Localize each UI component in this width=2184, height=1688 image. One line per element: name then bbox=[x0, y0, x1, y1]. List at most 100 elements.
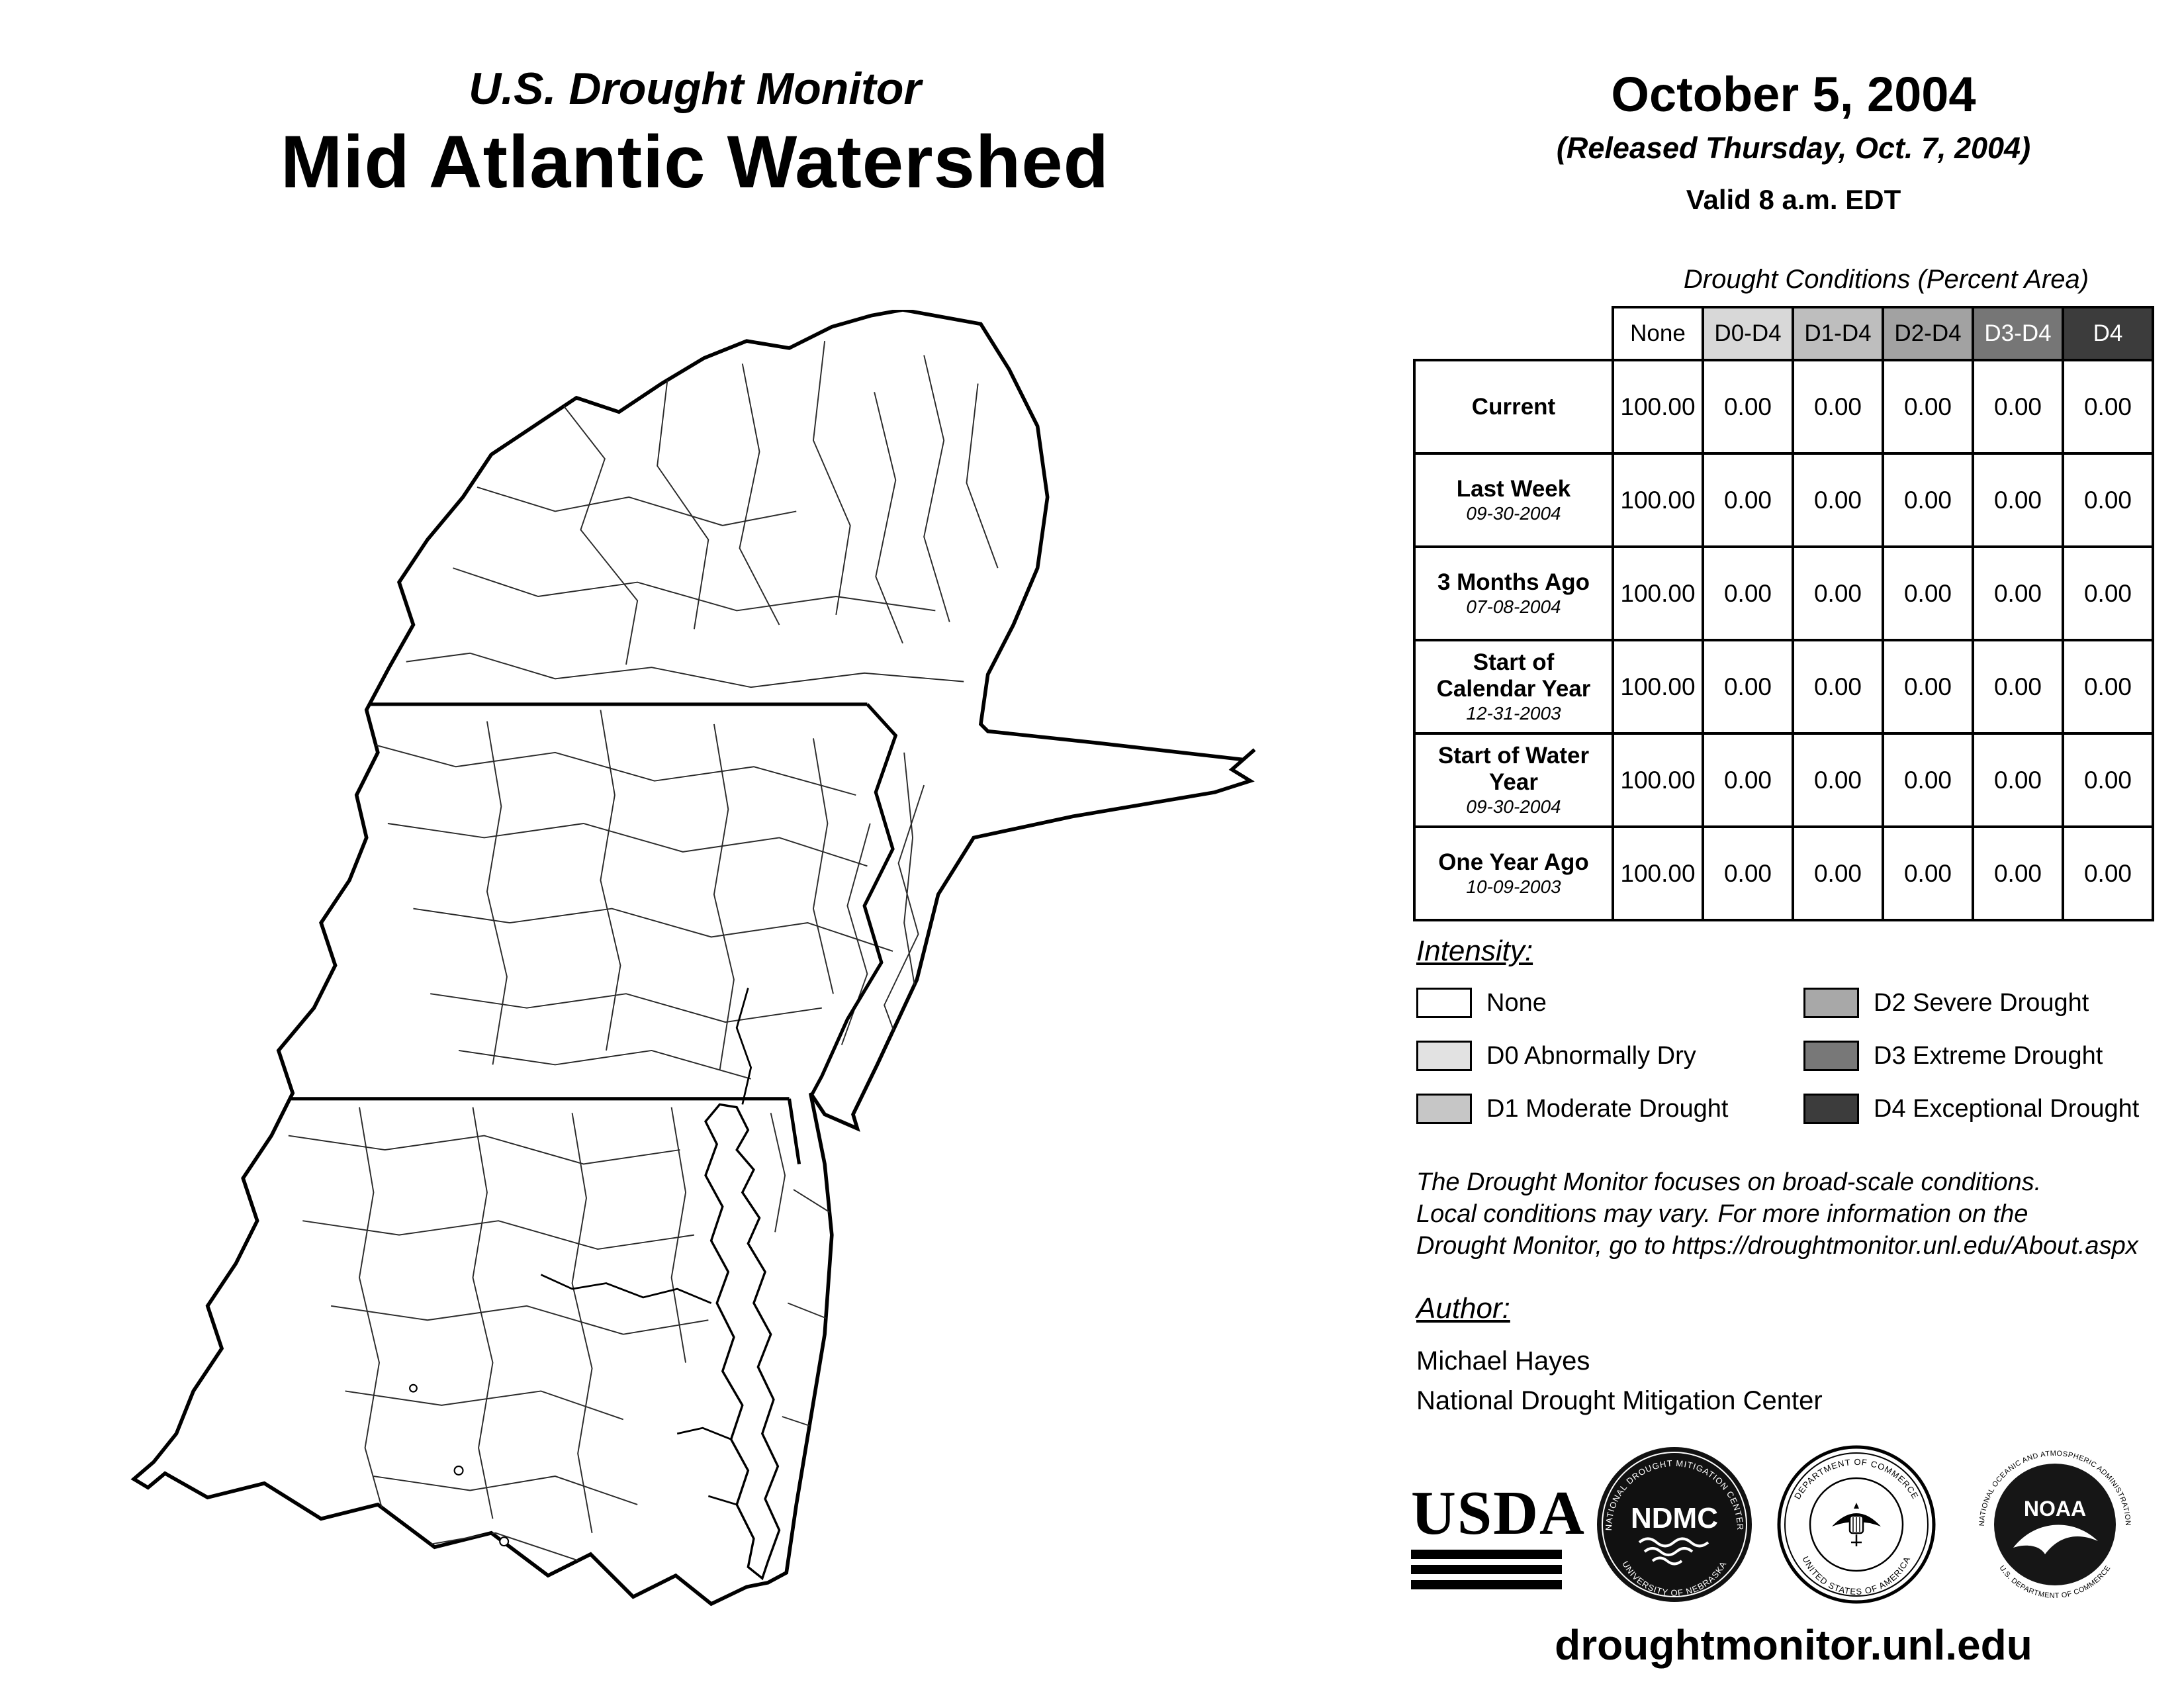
cell-value: 0.00 bbox=[1702, 732, 1794, 828]
legend-swatch-d0 bbox=[1416, 1041, 1472, 1071]
cell-value: 0.00 bbox=[1972, 545, 2064, 641]
footer-url: droughtmonitor.unl.edu bbox=[1555, 1621, 2032, 1669]
legend-item-d0: D0 Abnormally Dry bbox=[1416, 1041, 1696, 1071]
cell-value: 0.00 bbox=[1882, 452, 1974, 548]
disclaimer-line: Local conditions may vary. For more info… bbox=[1416, 1200, 2028, 1228]
col-header-d3d4: D3-D4 bbox=[1972, 306, 2064, 361]
watershed-map bbox=[130, 310, 1256, 1607]
state-borders bbox=[271, 702, 898, 1164]
author-name: Michael Hayes bbox=[1416, 1346, 1590, 1376]
cell-value: 0.00 bbox=[1702, 639, 1794, 735]
usda-logo-text: USDA bbox=[1411, 1479, 1586, 1548]
table-row: Start of Water Year 09-30-2004 100.00 0.… bbox=[1413, 732, 2154, 828]
legend-swatch-d2 bbox=[1803, 988, 1859, 1018]
cell-value: 0.00 bbox=[1792, 359, 1884, 455]
release-date: (Released Thursday, Oct. 7, 2004) bbox=[1556, 131, 2031, 165]
author-org: National Drought Mitigation Center bbox=[1416, 1386, 1823, 1415]
row-label-start-calendar-year: Start of Calendar Year 12-31-2003 bbox=[1413, 639, 1614, 735]
map-outline bbox=[130, 310, 1256, 1607]
table-row: Current 100.00 0.00 0.00 0.00 0.00 0.00 bbox=[1413, 359, 2154, 455]
cell-value: 0.00 bbox=[1972, 359, 2064, 455]
disclaimer-line: The Drought Monitor focuses on broad-sca… bbox=[1416, 1168, 2042, 1196]
cell-value: 100.00 bbox=[1612, 359, 1704, 455]
cell-value: 0.00 bbox=[2062, 452, 2154, 548]
cell-value: 0.00 bbox=[1702, 359, 1794, 455]
cell-value: 0.00 bbox=[1972, 639, 2064, 735]
table-header-row: None D0-D4 D1-D4 D2-D4 D3-D4 D4 bbox=[1414, 306, 2154, 361]
cell-value: 100.00 bbox=[1612, 825, 1704, 921]
map-date: October 5, 2004 bbox=[1611, 67, 1976, 122]
table-row: Last Week 09-30-2004 100.00 0.00 0.00 0.… bbox=[1413, 452, 2154, 548]
legend-item-none: None bbox=[1416, 988, 1547, 1018]
cell-value: 0.00 bbox=[1792, 639, 1884, 735]
row-label-start-water-year: Start of Water Year 09-30-2004 bbox=[1413, 732, 1614, 828]
ndmc-waves bbox=[1638, 1537, 1709, 1566]
cell-value: 0.00 bbox=[1882, 639, 1974, 735]
disclaimer-line: Drought Monitor, go to https://droughtmo… bbox=[1416, 1232, 2138, 1260]
valid-time: Valid 8 a.m. EDT bbox=[1686, 184, 1901, 215]
cell-value: 0.00 bbox=[1702, 452, 1794, 548]
doc-eagle-emblem bbox=[1832, 1503, 1881, 1546]
rivers bbox=[540, 988, 752, 1506]
cell-value: 0.00 bbox=[1882, 825, 1974, 921]
col-header-d0d4: D0-D4 bbox=[1702, 306, 1794, 361]
noaa-logo: NATIONAL OCEANIC AND ATMOSPHERIC ADMINIS… bbox=[1978, 1450, 2132, 1600]
noaa-gull bbox=[2013, 1524, 2098, 1554]
cell-value: 0.00 bbox=[2062, 732, 2154, 828]
department-of-commerce-logo: DEPARTMENT OF COMMERCE UNITED STATES OF … bbox=[1777, 1445, 1936, 1604]
legend-item-d1: D1 Moderate Drought bbox=[1416, 1094, 1728, 1124]
intensity-heading: Intensity: bbox=[1416, 935, 1533, 967]
legend-item-d2: D2 Severe Drought bbox=[1803, 988, 2089, 1018]
col-header-d1d4: D1-D4 bbox=[1792, 306, 1884, 361]
usda-logo-stripes bbox=[1411, 1550, 1563, 1589]
noaa-logo-text: NOAA bbox=[2024, 1497, 2086, 1521]
table-row: One Year Ago 10-09-2003 100.00 0.00 0.00… bbox=[1413, 825, 2154, 921]
row-label-last-week: Last Week 09-30-2004 bbox=[1413, 452, 1614, 548]
cell-value: 0.00 bbox=[1792, 825, 1884, 921]
col-header-d2d4: D2-D4 bbox=[1882, 306, 1974, 361]
ndmc-logo: NATIONAL DROUGHT MITIGATION CENTER UNIVE… bbox=[1597, 1447, 1752, 1602]
cell-value: 0.00 bbox=[1792, 732, 1884, 828]
drought-conditions-table: None D0-D4 D1-D4 D2-D4 D3-D4 D4 Current … bbox=[1413, 306, 2154, 921]
table-row: Start of Calendar Year 12-31-2003 100.00… bbox=[1413, 639, 2154, 735]
disclaimer: The Drought Monitor focuses on broad-sca… bbox=[1416, 1166, 2177, 1262]
table-row: 3 Months Ago 07-08-2004 100.00 0.00 0.00… bbox=[1413, 545, 2154, 641]
page-title: U.S. Drought Monitor bbox=[469, 64, 921, 114]
cell-value: 0.00 bbox=[1882, 545, 1974, 641]
legend-item-d3: D3 Extreme Drought bbox=[1803, 1041, 2103, 1071]
cell-value: 100.00 bbox=[1612, 452, 1704, 548]
col-header-none: None bbox=[1612, 306, 1704, 361]
table-corner-cell bbox=[1414, 307, 1613, 360]
cell-value: 0.00 bbox=[1792, 545, 1884, 641]
table-title: Drought Conditions (Percent Area) bbox=[1683, 265, 2089, 294]
legend-swatch-d1 bbox=[1416, 1094, 1472, 1124]
cell-value: 0.00 bbox=[1972, 732, 2064, 828]
row-label-one-year-ago: One Year Ago 10-09-2003 bbox=[1413, 825, 1614, 921]
cell-value: 100.00 bbox=[1612, 639, 1704, 735]
usda-logo: USDA bbox=[1411, 1479, 1586, 1589]
cell-value: 0.00 bbox=[1702, 825, 1794, 921]
county-lines bbox=[288, 341, 1069, 1562]
cell-value: 0.00 bbox=[2062, 545, 2154, 641]
region-title: Mid Atlantic Watershed bbox=[280, 120, 1110, 203]
cell-value: 0.00 bbox=[2062, 359, 2154, 455]
cell-value: 0.00 bbox=[1702, 545, 1794, 641]
cell-value: 0.00 bbox=[2062, 639, 2154, 735]
legend-swatch-d3 bbox=[1803, 1041, 1859, 1071]
legend-item-d4: D4 Exceptional Drought bbox=[1803, 1094, 2139, 1124]
legend-swatch-d4 bbox=[1803, 1094, 1859, 1124]
cell-value: 0.00 bbox=[1792, 452, 1884, 548]
cell-value: 100.00 bbox=[1612, 732, 1704, 828]
cell-value: 100.00 bbox=[1612, 545, 1704, 641]
legend-swatch-none bbox=[1416, 988, 1472, 1018]
row-label-3-months-ago: 3 Months Ago 07-08-2004 bbox=[1413, 545, 1614, 641]
cell-value: 0.00 bbox=[1972, 825, 2064, 921]
row-label-current: Current bbox=[1413, 359, 1614, 455]
small-lakes bbox=[409, 1383, 510, 1547]
cell-value: 0.00 bbox=[1972, 452, 2064, 548]
cell-value: 0.00 bbox=[2062, 825, 2154, 921]
chesapeake-bay bbox=[704, 1103, 781, 1581]
author-heading: Author: bbox=[1416, 1292, 1510, 1325]
ndmc-logo-text: NDMC bbox=[1631, 1502, 1718, 1534]
cell-value: 0.00 bbox=[1882, 359, 1974, 455]
